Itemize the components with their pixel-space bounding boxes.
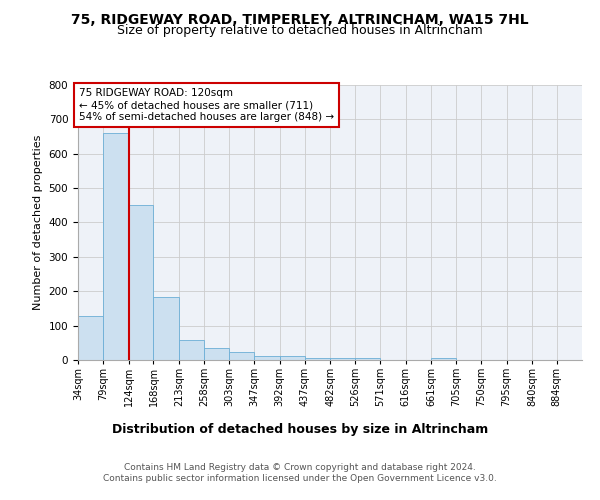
Bar <box>204 348 229 360</box>
Bar <box>431 358 456 360</box>
Text: Contains HM Land Registry data © Crown copyright and database right 2024.: Contains HM Land Registry data © Crown c… <box>124 462 476 471</box>
Bar <box>179 340 204 360</box>
Bar <box>128 206 154 360</box>
Bar <box>78 316 103 360</box>
Text: Distribution of detached houses by size in Altrincham: Distribution of detached houses by size … <box>112 422 488 436</box>
Y-axis label: Number of detached properties: Number of detached properties <box>33 135 43 310</box>
Bar <box>154 297 179 360</box>
Text: Contains public sector information licensed under the Open Government Licence v3: Contains public sector information licen… <box>103 474 497 483</box>
Bar <box>254 356 280 360</box>
Text: 75, RIDGEWAY ROAD, TIMPERLEY, ALTRINCHAM, WA15 7HL: 75, RIDGEWAY ROAD, TIMPERLEY, ALTRINCHAM… <box>71 12 529 26</box>
Bar <box>280 356 305 360</box>
Text: Size of property relative to detached houses in Altrincham: Size of property relative to detached ho… <box>117 24 483 37</box>
Bar <box>229 352 254 360</box>
Bar <box>305 358 330 360</box>
Text: 75 RIDGEWAY ROAD: 120sqm
← 45% of detached houses are smaller (711)
54% of semi-: 75 RIDGEWAY ROAD: 120sqm ← 45% of detach… <box>79 88 334 122</box>
Bar <box>103 133 128 360</box>
Bar <box>355 358 380 360</box>
Bar <box>330 358 355 360</box>
